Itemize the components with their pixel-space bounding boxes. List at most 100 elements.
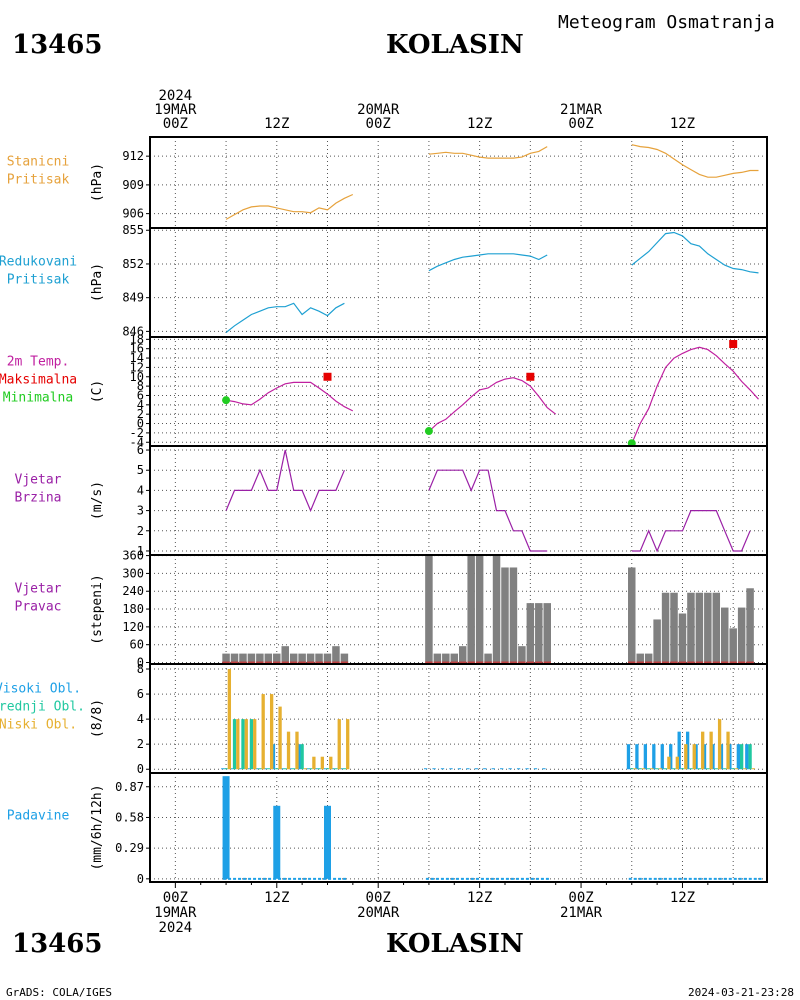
- y-axis-unit: (C): [90, 380, 105, 403]
- cloud-bar: [254, 768, 259, 770]
- max-temp-marker: [323, 372, 332, 381]
- cloud-bar: [635, 744, 639, 770]
- wind-dir-bar: [628, 567, 636, 663]
- cloud-bar: [288, 768, 293, 770]
- cloud-bar: [508, 768, 512, 770]
- wind-dir-bar: [695, 592, 704, 663]
- wind-dir-bar: [458, 646, 467, 663]
- cloud-bar: [680, 768, 685, 770]
- cloud-bar: [229, 768, 233, 770]
- cloud-bar: [221, 768, 225, 770]
- y-tick-label: 6: [137, 687, 144, 701]
- y-tick-label: -4: [130, 435, 144, 449]
- cloud-bar: [719, 744, 724, 770]
- cloud-bar: [224, 768, 228, 770]
- wind-dir-base: [247, 661, 256, 664]
- panel-label: Pritisak: [7, 173, 70, 188]
- y-tick-label: 0: [137, 762, 144, 776]
- station-name-bottom: KOLASIN: [386, 929, 524, 959]
- cloud-bar: [701, 731, 705, 770]
- cloud-bar: [751, 768, 756, 770]
- cloud-bar: [266, 768, 270, 770]
- wind-dir-base: [315, 661, 323, 664]
- y-tick-label: 10: [130, 370, 144, 384]
- min-temp-marker: [424, 427, 433, 436]
- y-tick-label: 0.58: [115, 810, 144, 824]
- panel-frame: [149, 772, 768, 883]
- cloud-bar: [685, 731, 690, 770]
- cloud-bar: [702, 744, 707, 770]
- cloud-bar: [626, 744, 631, 770]
- min-temp-marker: [627, 439, 636, 446]
- wind-dir-bar: [729, 628, 737, 663]
- bottom-time-label: 12Z: [670, 890, 695, 906]
- wind-dir-base: [695, 661, 704, 664]
- wind-dir-bar: [273, 653, 281, 663]
- top-time-label: 20MAR: [357, 102, 400, 118]
- y-tick-label: 240: [122, 584, 144, 598]
- station-name-top: KOLASIN: [386, 30, 524, 60]
- top-time-label: 00Z: [366, 116, 391, 132]
- wind-dir-bar: [746, 588, 754, 663]
- wind-dir-bar: [484, 653, 492, 663]
- wind-dir-base: [475, 661, 484, 664]
- wind-dir-base: [729, 661, 737, 664]
- cloud-bar: [330, 768, 335, 770]
- wind-dir-base: [298, 661, 306, 664]
- cloud-bar: [677, 731, 681, 770]
- wind-dir-base: [636, 661, 644, 664]
- wind-dir-base: [644, 661, 653, 664]
- y-tick-label: 5: [137, 463, 144, 477]
- cloud-bar: [736, 744, 740, 770]
- wind-dir-base: [712, 661, 721, 664]
- panel-label: Padavine: [7, 809, 70, 824]
- wind-dir-base: [518, 661, 526, 664]
- bottom-time-label: 12Z: [264, 890, 289, 906]
- bottom-time-label: 2024: [158, 920, 192, 936]
- cloud-bar: [283, 768, 287, 770]
- cloud-bar: [227, 669, 232, 770]
- cloud-bar: [246, 768, 250, 770]
- y-tick-label: 360: [122, 549, 144, 563]
- panel-label: Vjetar: [15, 473, 62, 488]
- cloud-bar: [711, 744, 715, 770]
- cloud-bar: [500, 768, 504, 770]
- cloud-bar: [244, 719, 248, 770]
- cloud-bar: [658, 768, 663, 770]
- wind-dir-base: [332, 661, 340, 664]
- wind-dir-base: [458, 661, 467, 664]
- wind-dir-bar: [543, 603, 551, 663]
- cloud-bar: [295, 731, 299, 770]
- panel-oblaci: 0 2 4 6 8 (8/8) Visoki Obl. Srednji Obl. Niski O…: [0, 662, 768, 776]
- y-tick-label: 0.87: [115, 780, 144, 794]
- cloud-bar: [271, 744, 276, 770]
- panel-content: [221, 669, 756, 770]
- wind-dir-bar: [535, 603, 543, 663]
- panel-content: [225, 449, 751, 553]
- y-tick-label: 8: [137, 379, 144, 393]
- panel-vjetar-pravac: 0 60 120 180 240 300 360 (stepeni) Vjetar Pravac: [15, 549, 768, 670]
- cloud-bar: [491, 768, 495, 770]
- wind-dir-bar: [475, 555, 484, 663]
- cloud-bar: [305, 768, 309, 770]
- wind-dir-bar: [264, 653, 273, 663]
- y-tick-label: 14: [130, 351, 144, 365]
- cloud-bar: [269, 694, 274, 770]
- cloud-bar: [684, 744, 688, 770]
- cloud-bar: [342, 768, 347, 770]
- wind-dir-base: [543, 661, 551, 664]
- panel-label: Brzina: [15, 491, 62, 506]
- cloud-bar: [745, 744, 749, 770]
- wind-dir-bar: [518, 646, 526, 663]
- wind-dir-base: [737, 661, 746, 664]
- cloud-bar: [440, 768, 445, 770]
- y-tick-label: 120: [122, 620, 144, 634]
- bottom-time-label: 19MAR: [154, 905, 197, 921]
- wind-dir-bar: [687, 592, 695, 663]
- cloud-bar: [697, 768, 702, 770]
- series-line: [428, 469, 548, 552]
- y-tick-label: 16: [130, 342, 144, 356]
- panel-label: 2m Temp.: [7, 355, 70, 370]
- cloud-bar: [308, 768, 313, 770]
- cloud-bar: [734, 768, 739, 770]
